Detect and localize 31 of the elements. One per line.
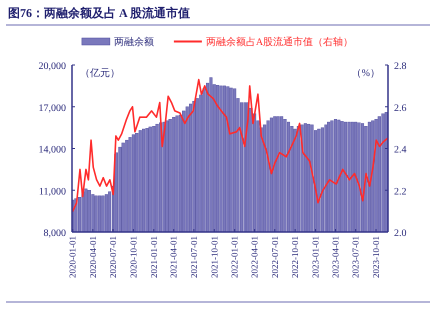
y2-tick-label: 2.4 <box>394 144 406 156</box>
x-tick-label: 2020-07-01 <box>108 236 118 278</box>
y-tick-label: 14,000 <box>38 144 66 156</box>
y2-tick-label: 2.6 <box>394 102 406 114</box>
x-tick-label: 2021-07-01 <box>188 236 199 278</box>
x-tick-label: 2021-01-01 <box>148 236 159 278</box>
x-tick-label: 2020-04-01 <box>88 236 98 278</box>
y2-tick-label: 2.0 <box>394 228 406 239</box>
x-tick-label: 2023-10-01 <box>371 236 382 278</box>
x-tick-label: 2022-04-01 <box>250 236 260 278</box>
x-tick-label: 2021-04-01 <box>168 236 179 278</box>
y2-tick-label: 2.8 <box>394 61 406 72</box>
y-tick-label: 20,000 <box>38 61 66 72</box>
x-tick-label: 2021-10-01 <box>209 236 220 278</box>
legend-label: 两融余额 <box>114 36 154 48</box>
y-tick-label: 11,000 <box>38 186 66 198</box>
y2-tick-label: 2.2 <box>394 186 406 198</box>
x-tick-label: 2022-10-01 <box>290 236 300 278</box>
x-tick-label: 2020-01-01 <box>68 236 78 278</box>
x-tick-label: 2020-10-01 <box>128 236 138 278</box>
y-tick-label: 17,000 <box>38 102 66 114</box>
chart-title: 图76：两融余额及占 A 股流通市值 <box>8 6 190 20</box>
y-axis-title: （亿元） <box>80 68 120 79</box>
y-tick-label: 8,000 <box>44 228 66 239</box>
legend-label: 两融余额占A股流通市值（右轴） <box>206 36 354 48</box>
x-tick-label: 2022-07-01 <box>270 236 280 278</box>
x-tick-label: 2022-01-01 <box>230 236 240 278</box>
y2-axis-title: （%） <box>352 68 380 79</box>
x-tick-label: 2023-07-01 <box>350 236 361 278</box>
x-tick-label: 2023-01-01 <box>310 236 321 278</box>
x-tick-label: 2023-04-01 <box>330 236 340 278</box>
